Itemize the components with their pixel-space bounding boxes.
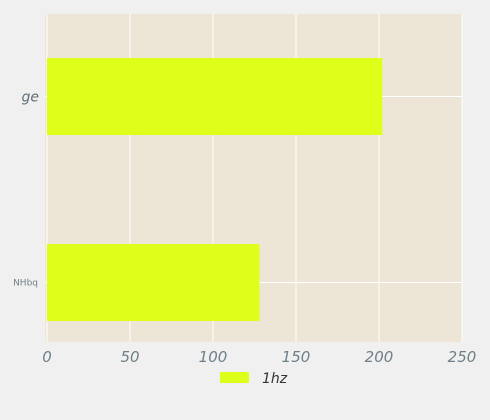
x-tick-label: 100	[199, 348, 228, 366]
x-tick-label: 0	[42, 348, 52, 366]
category-labels: ge NHbq	[13, 90, 39, 289]
bar-ge	[47, 58, 383, 135]
x-tick-label: 50	[120, 348, 139, 366]
category-label-ge: ge	[22, 90, 40, 106]
x-tick-label: 250	[448, 348, 477, 366]
legend-swatch	[220, 372, 249, 383]
x-tick-label: 200	[365, 348, 394, 366]
x-tick-labels: 0 50 100 150 200 250	[42, 348, 476, 366]
legend-label: 1hz	[262, 371, 288, 387]
bar-nhbq	[47, 244, 260, 321]
legend: 1hz	[220, 371, 288, 387]
bars	[47, 58, 383, 321]
category-label-nhbq: NHbq	[13, 279, 38, 289]
x-tick-label: 150	[282, 348, 311, 366]
